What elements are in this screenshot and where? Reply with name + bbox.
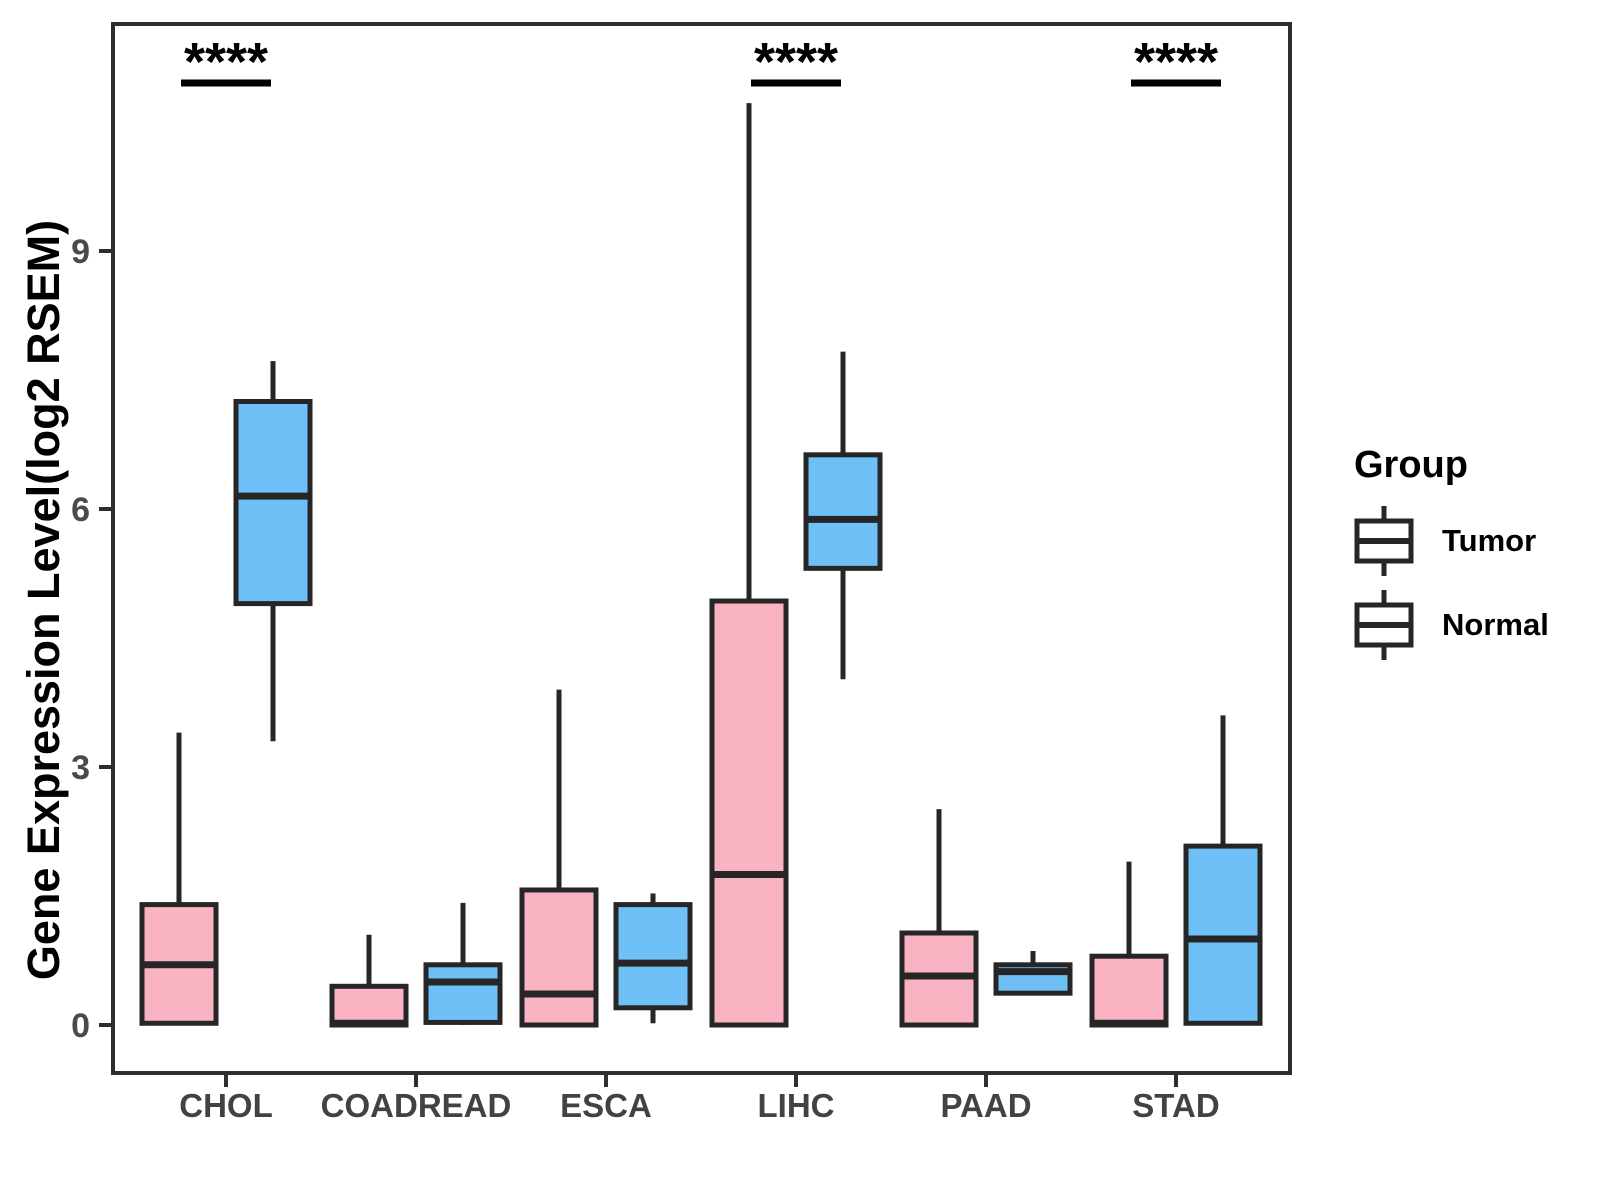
legend-label-normal: Normal [1442, 607, 1549, 642]
x-axis-tick-label-coadread: COADREAD [321, 1087, 512, 1124]
legend-item-tumor: Tumor [1352, 499, 1549, 583]
box-lihc-tumor [709, 598, 789, 1028]
box-stad-tumor [1089, 953, 1169, 1028]
box-esca-tumor [519, 887, 599, 1028]
x-axis-tick-label-chol: CHOL [179, 1087, 273, 1124]
x-axis-tick-label-lihc: LIHC [758, 1087, 835, 1124]
tumor-boxplot-key-icon [1354, 506, 1414, 576]
legend-title: Group [1354, 444, 1468, 486]
normal-boxplot-key-icon [1354, 590, 1414, 660]
x-axis-tick-label-esca: ESCA [560, 1087, 652, 1124]
y-axis-tick-label: 0 [71, 1007, 90, 1045]
x-axis-tick-label-paad: PAAD [940, 1087, 1031, 1124]
box-coadread-tumor [329, 983, 409, 1028]
y-axis-tick-label: 6 [71, 491, 90, 529]
y-axis-tick-label: 3 [71, 749, 90, 787]
box-esca-normal [613, 902, 693, 1011]
x-axis-tick-label-stad: STAD [1132, 1087, 1219, 1124]
box-chol-normal [233, 399, 313, 607]
y-axis-tick-label: 9 [71, 233, 90, 271]
legend-label-tumor: Tumor [1442, 523, 1537, 558]
legend-item-normal: Normal [1352, 583, 1549, 667]
legend: Group Tumor Normal [1352, 444, 1549, 667]
box-stad-normal [1183, 843, 1263, 1026]
box-lihc-normal [803, 452, 883, 571]
box-coadread-normal [423, 962, 503, 1025]
